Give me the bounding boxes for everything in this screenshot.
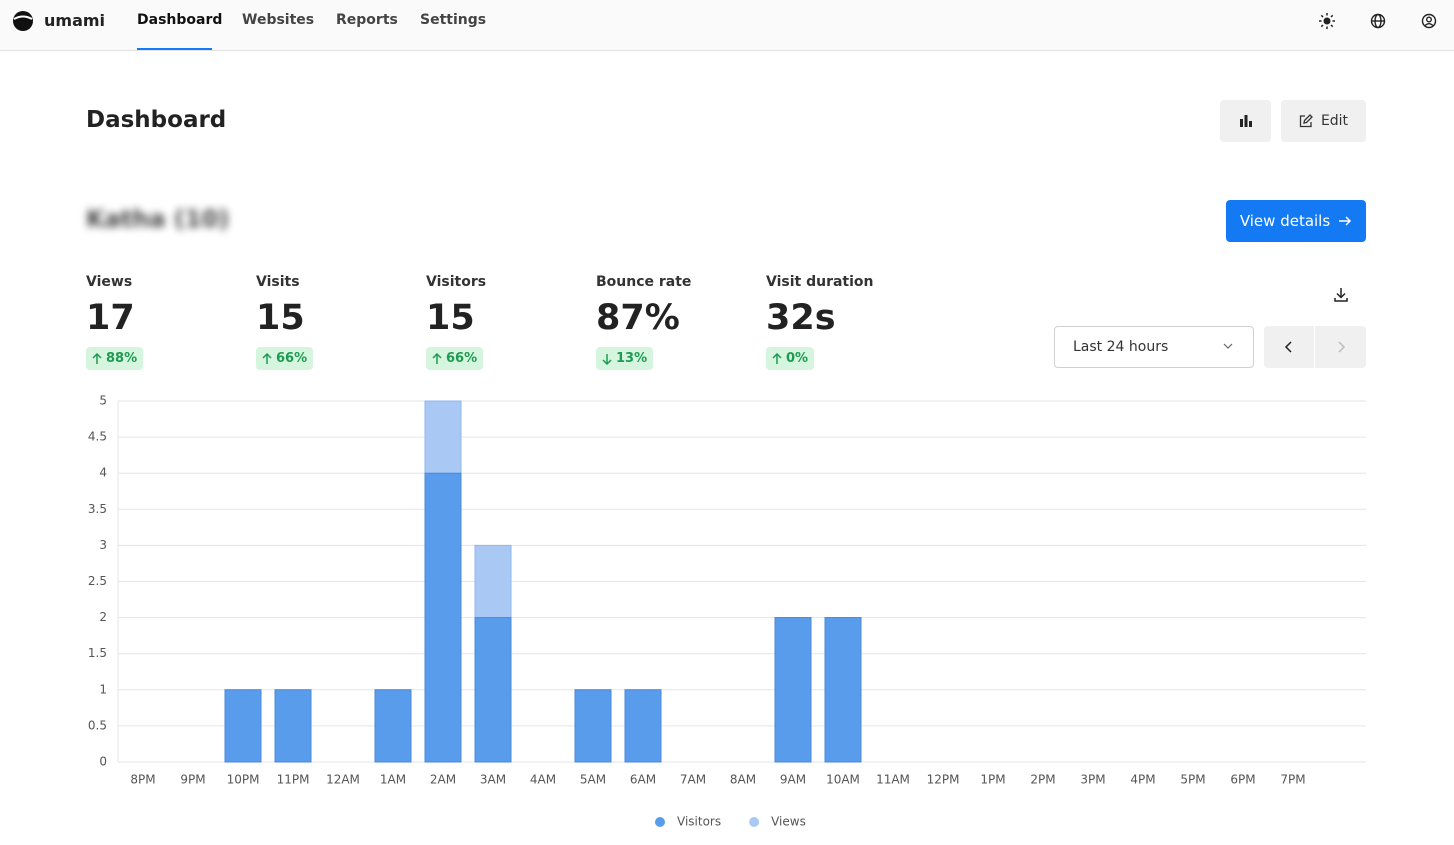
bar (574, 689, 612, 763)
nav-item[interactable]: Reports (336, 12, 398, 28)
x-tick-label: 9AM (780, 773, 806, 787)
active-underline (137, 48, 212, 50)
chart: 0 0.5 1 1.5 2 2.5 3 3.5 4 4.5 5 8PM 9PM 10PM 11PM 12AM 1… (88, 394, 1366, 829)
edit-label: Edit (1320, 113, 1349, 129)
y-tick-label: 1.5 (88, 646, 107, 660)
x-tick-label: 8PM (130, 773, 155, 787)
website-name: Katha (10) (86, 205, 230, 233)
stat-label: Visit duration (766, 274, 874, 290)
x-tick-label: 10AM (826, 773, 860, 787)
language-icon[interactable] (1369, 12, 1387, 30)
x-tick-label: 6AM (630, 773, 656, 787)
x-tick-label: 11PM (277, 773, 310, 787)
y-tick-label: 3.5 (88, 502, 107, 516)
x-tick-label: 3AM (480, 773, 506, 787)
x-tick-label: 6PM (1230, 773, 1255, 787)
y-tick-label: 2 (99, 610, 107, 624)
y-tick-label: 5 (99, 394, 107, 408)
stat-change: 13% (596, 347, 654, 370)
stat-value: 15 (256, 298, 305, 338)
next-button[interactable] (1315, 326, 1366, 368)
x-tick-label: 10PM (227, 773, 260, 787)
prev-button[interactable] (1264, 326, 1314, 368)
change-text: 66% (446, 351, 478, 366)
legend-label: Visitors (677, 815, 721, 829)
stat-label: Visitors (426, 274, 487, 290)
theme-icon[interactable] (1318, 12, 1336, 30)
nav-bar: umami Dashboard Websites Reports Setting… (0, 0, 1454, 51)
stat-change: 66% (426, 347, 484, 370)
y-tick-label: 3 (99, 538, 107, 552)
x-tick-label: 5PM (1180, 773, 1205, 787)
stat-change: 66% (256, 347, 314, 370)
compare-button[interactable] (1220, 100, 1271, 142)
x-tick-label: 4AM (530, 773, 556, 787)
profile-icon[interactable] (1420, 12, 1438, 30)
bar (424, 472, 462, 763)
view-details-label: View details (1239, 212, 1331, 230)
x-tick-label: 9PM (180, 773, 205, 787)
change-text: 0% (786, 351, 809, 366)
x-tick-label: 2PM (1030, 773, 1055, 787)
stat-value: 15 (426, 298, 475, 338)
y-tick-label: 4 (99, 466, 107, 480)
x-tick-label: 7AM (680, 773, 706, 787)
stat-value: 17 (86, 298, 135, 338)
stat-change: 88% (86, 347, 144, 370)
date-range-label: Last 24 hours (1073, 339, 1169, 355)
legend-swatch (749, 817, 760, 827)
x-tick-label: 1PM (980, 773, 1005, 787)
x-tick-label: 4PM (1130, 773, 1155, 787)
x-tick-label: 5AM (580, 773, 606, 787)
bar (474, 617, 512, 763)
x-tick-label: 7PM (1280, 773, 1305, 787)
stat-label: Visits (256, 274, 300, 290)
legend-swatch (655, 817, 665, 827)
nav-item[interactable]: Websites (242, 12, 315, 28)
stat-value: 87% (596, 298, 680, 338)
brand: umami (44, 11, 106, 30)
x-tick-label: 8AM (730, 773, 756, 787)
logo (13, 11, 33, 31)
bar (774, 617, 812, 763)
change-text: 88% (106, 351, 138, 366)
stat-label: Views (86, 274, 133, 290)
y-tick-label: 0.5 (88, 718, 107, 732)
stat-change: 0% (766, 347, 815, 370)
view-details-button[interactable]: View details (1226, 200, 1366, 242)
bar (624, 689, 662, 763)
y-tick-label: 0 (99, 755, 107, 769)
x-tick-label: 3PM (1080, 773, 1105, 787)
x-tick-label: 11AM (876, 773, 910, 787)
date-range-select[interactable]: Last 24 hours (1054, 326, 1254, 368)
x-tick-label: 1AM (380, 773, 406, 787)
x-tick-label: 2AM (430, 773, 456, 787)
y-tick-label: 2.5 (88, 574, 107, 588)
download-icon[interactable] (1333, 287, 1349, 303)
change-text: 66% (276, 351, 308, 366)
y-tick-label: 1 (99, 682, 107, 696)
bar (374, 689, 412, 763)
bar (824, 617, 862, 763)
edit-button[interactable]: Edit (1281, 100, 1366, 142)
stat-value: 32s (766, 298, 836, 338)
nav-item[interactable]: Settings (420, 12, 487, 28)
x-tick-label: 12AM (326, 773, 360, 787)
y-tick-label: 4.5 (88, 430, 107, 444)
change-text: 13% (616, 351, 648, 366)
bar (224, 689, 262, 763)
x-tick-label: 12PM (927, 773, 960, 787)
nav-item[interactable]: Dashboard (137, 12, 223, 28)
stat-label: Bounce rate (596, 274, 692, 290)
bar (274, 689, 312, 763)
legend-label: Views (771, 815, 806, 829)
page-title: Dashboard (86, 107, 227, 133)
